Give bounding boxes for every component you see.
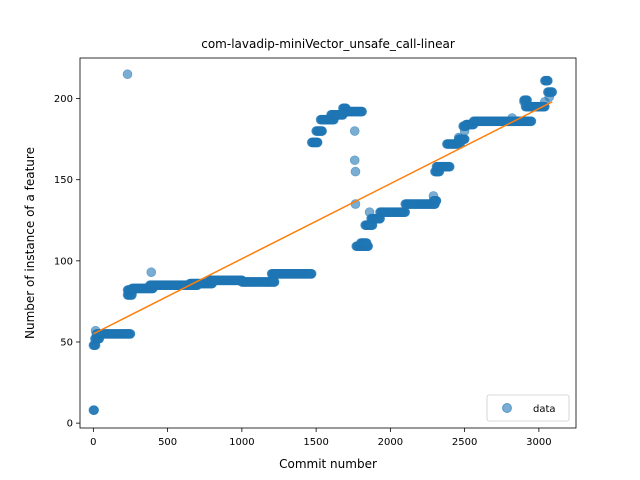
y-tick-label: 0 bbox=[67, 419, 73, 430]
x-axis: 0 500 1000 1500 2000 2500 3000 bbox=[90, 428, 552, 448]
x-tick-label: 1000 bbox=[229, 437, 254, 448]
y-tick-label: 50 bbox=[60, 337, 73, 348]
x-axis-label: Commit number bbox=[279, 457, 377, 471]
data-point bbox=[357, 106, 367, 117]
data-point bbox=[306, 269, 317, 279]
x-tick-label: 3000 bbox=[526, 437, 551, 448]
data-point bbox=[544, 92, 555, 102]
data-point bbox=[519, 97, 529, 107]
data-point bbox=[349, 126, 360, 136]
data-point bbox=[89, 405, 99, 415]
legend-box bbox=[486, 394, 570, 422]
data-point bbox=[361, 238, 372, 248]
x-tick-label: 1500 bbox=[303, 437, 328, 448]
x-tick-label: 2000 bbox=[378, 437, 403, 448]
data-point bbox=[459, 126, 470, 136]
data-point bbox=[269, 277, 280, 287]
data-point bbox=[428, 191, 439, 201]
data-point bbox=[400, 207, 411, 217]
plot-area bbox=[88, 69, 558, 415]
legend: data bbox=[486, 394, 570, 422]
data-point bbox=[122, 69, 133, 80]
data-point bbox=[526, 116, 537, 127]
x-tick-label: 500 bbox=[158, 437, 177, 448]
data-point bbox=[317, 126, 327, 136]
plot-frame bbox=[79, 57, 577, 429]
x-tick-label: 2500 bbox=[452, 437, 477, 448]
y-tick-label: 150 bbox=[54, 175, 73, 186]
data-point bbox=[349, 155, 360, 166]
legend-data-marker bbox=[502, 403, 512, 413]
y-axis: 0 50 100 150 200 bbox=[54, 94, 80, 430]
data-point bbox=[146, 267, 157, 278]
data-point bbox=[542, 75, 553, 86]
x-tick-label: 0 bbox=[90, 437, 96, 448]
y-tick-label: 200 bbox=[54, 94, 73, 105]
fit-line bbox=[93, 101, 553, 335]
data-point bbox=[444, 161, 455, 172]
data-point bbox=[125, 329, 136, 339]
legend-data-label: data bbox=[533, 404, 556, 415]
y-tick-label: 100 bbox=[54, 256, 73, 267]
y-axis-label: Number of instance of a feature bbox=[23, 147, 37, 339]
data-point bbox=[453, 132, 464, 143]
data-point bbox=[312, 137, 323, 148]
data-point bbox=[350, 166, 361, 177]
data-point bbox=[364, 207, 375, 217]
chart-title: com-lavadip-miniVector_unsafe_call-linea… bbox=[201, 37, 455, 51]
